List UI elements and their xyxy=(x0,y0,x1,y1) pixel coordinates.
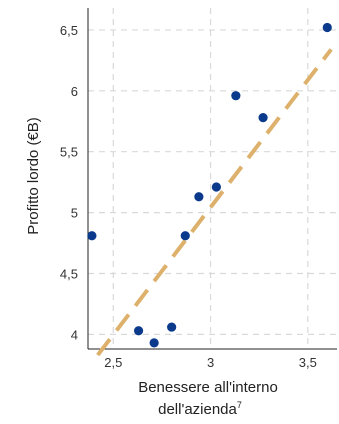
axes xyxy=(87,8,337,350)
x-axis-title-line2: dell'azienda7 xyxy=(158,400,242,418)
trendline-group xyxy=(96,48,333,357)
data-point xyxy=(322,22,332,33)
y-tick-label: 5 xyxy=(71,206,78,221)
x-axis-footnote-marker: 7 xyxy=(237,400,242,410)
data-point xyxy=(149,338,159,348)
data-point xyxy=(167,322,177,332)
data-point xyxy=(87,231,97,241)
x-tick-label: 2,5 xyxy=(104,355,122,370)
data-point xyxy=(258,113,268,123)
y-tick-label: 4 xyxy=(71,327,78,342)
data-point xyxy=(231,91,241,101)
data-point xyxy=(180,231,190,241)
x-tick-label: 3 xyxy=(207,355,214,370)
x-axis-title-line1: Benessere all'interno xyxy=(138,379,278,396)
x-axis-title-line2-text: dell'azienda xyxy=(158,401,237,418)
y-tick-label: 5,5 xyxy=(60,145,78,160)
grid-lines xyxy=(88,8,337,349)
data-point xyxy=(133,326,144,336)
x-tick-label: 3,5 xyxy=(299,355,317,370)
y-tick-label: 6 xyxy=(71,84,78,99)
y-axis-title: Profitto lordo (€B) xyxy=(25,117,42,235)
y-tick-label: 6,5 xyxy=(60,23,78,38)
data-point xyxy=(211,182,221,192)
y-tick-label: 4,5 xyxy=(60,266,78,281)
tick-labels: 4 4,5 5 5,5 6 6,5 2,5 3 3,5 xyxy=(60,23,317,370)
data-point xyxy=(194,192,204,202)
trendline xyxy=(96,48,333,357)
data-points xyxy=(87,22,332,348)
